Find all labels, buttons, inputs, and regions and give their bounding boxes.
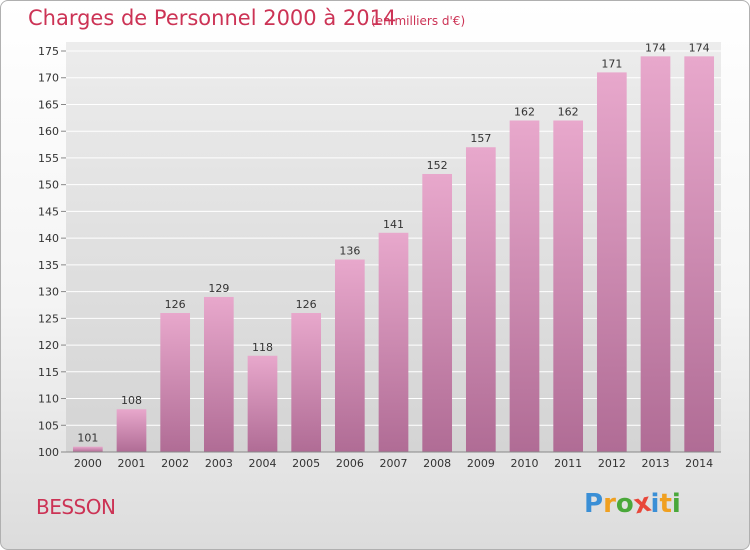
logo-letter: t (659, 489, 672, 519)
bar (203, 296, 234, 452)
bar (596, 72, 627, 453)
logo-letter: i (671, 489, 681, 519)
bar (553, 120, 584, 453)
x-tick-label: 2014 (685, 457, 713, 470)
data-label: 126 (165, 298, 186, 311)
y-tick-label: 110 (38, 393, 59, 406)
x-tick-label: 2011 (554, 457, 582, 470)
x-tick-label: 2009 (467, 457, 495, 470)
data-label: 136 (339, 245, 360, 258)
y-tick-label: 145 (38, 205, 59, 218)
x-tick-label: 2006 (336, 457, 364, 470)
bar (160, 312, 191, 452)
x-tick-label: 2001 (118, 457, 146, 470)
chart-title: Charges de Personnel 2000 à 2014 (28, 6, 397, 30)
bar (247, 355, 278, 452)
y-tick-label: 120 (38, 339, 59, 352)
y-tick-label: 100 (38, 446, 59, 459)
chart-subtitle: (en milliers d'€) (371, 14, 466, 28)
y-tick-label: 165 (38, 98, 59, 111)
x-tick-label: 2008 (423, 457, 451, 470)
y-tick-label: 160 (38, 125, 59, 138)
bar (72, 446, 103, 452)
y-tick-label: 130 (38, 286, 59, 299)
data-label: 162 (514, 106, 535, 119)
y-tick-label: 175 (38, 45, 59, 58)
x-tick-label: 2003 (205, 457, 233, 470)
data-label: 162 (558, 106, 579, 119)
data-label: 171 (601, 57, 622, 70)
y-tick-label: 135 (38, 259, 59, 272)
bar (465, 147, 496, 453)
bar (640, 56, 671, 452)
x-tick-label: 2004 (249, 457, 277, 470)
y-tick-label: 170 (38, 72, 59, 85)
data-label: 141 (383, 218, 404, 231)
data-label: 174 (645, 41, 666, 54)
data-label: 108 (121, 394, 142, 407)
x-tick-label: 2012 (598, 457, 626, 470)
y-tick-label: 125 (38, 312, 59, 325)
x-tick-label: 2007 (380, 457, 408, 470)
data-label: 157 (470, 132, 491, 145)
logo-letter: r (603, 489, 616, 519)
y-tick-label: 140 (38, 232, 59, 245)
x-tick-label: 2013 (642, 457, 670, 470)
logo-letter: o (615, 489, 634, 519)
bar (509, 120, 540, 453)
bar (334, 259, 365, 452)
y-tick-label: 115 (38, 366, 59, 379)
data-label: 101 (77, 432, 98, 445)
data-label: 152 (427, 159, 448, 172)
data-label: 126 (296, 298, 317, 311)
bar (684, 56, 715, 452)
commune-name: BESSON (36, 495, 116, 519)
data-label: 174 (689, 41, 710, 54)
data-label: 118 (252, 341, 273, 354)
logo-letter: P (584, 489, 604, 519)
bar (291, 312, 322, 452)
proxiti-logo: Proxiti (584, 488, 681, 521)
x-tick-label: 2005 (292, 457, 320, 470)
logo-letter: i (650, 489, 660, 519)
bar (378, 232, 409, 452)
bar (422, 173, 453, 452)
bar (116, 409, 147, 452)
data-label: 129 (208, 282, 229, 295)
y-tick-label: 155 (38, 152, 59, 165)
y-tick-label: 150 (38, 179, 59, 192)
y-tick-label: 105 (38, 419, 59, 432)
x-tick-label: 2000 (74, 457, 102, 470)
x-tick-label: 2002 (161, 457, 189, 470)
x-tick-label: 2010 (511, 457, 539, 470)
